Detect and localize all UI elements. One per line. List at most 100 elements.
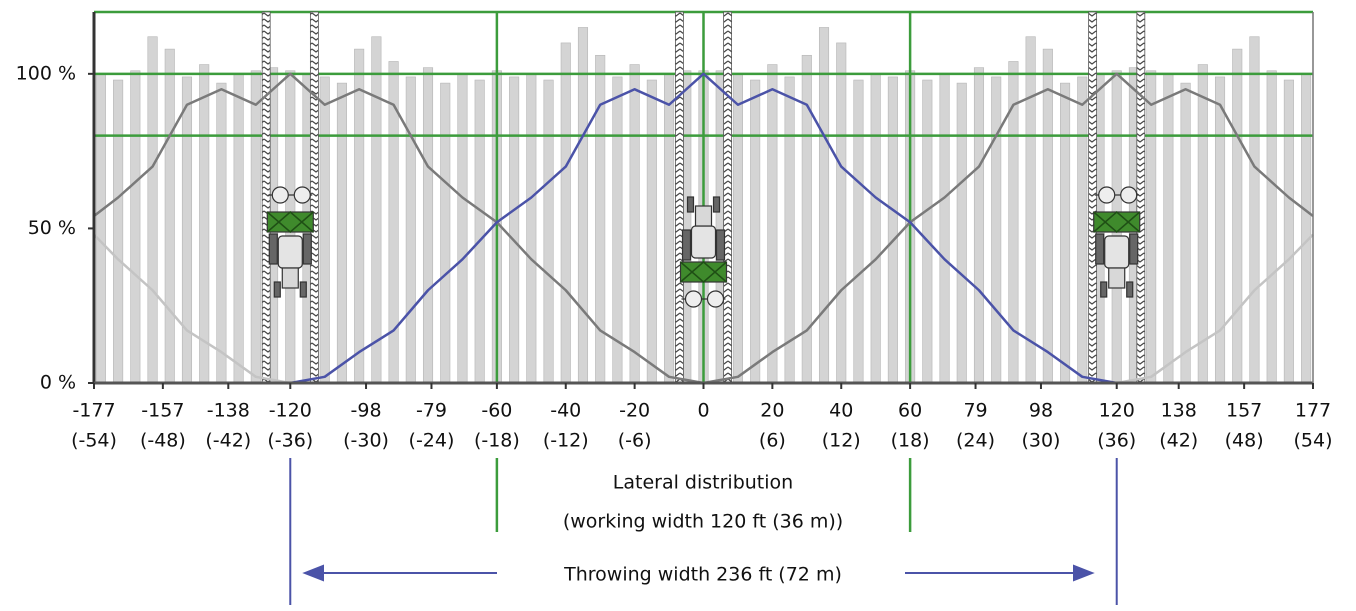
x-tick-label: 98	[1029, 400, 1053, 422]
bar	[95, 73, 106, 384]
bar	[629, 64, 640, 384]
x-tick-label: 79	[963, 400, 987, 422]
wheel	[273, 281, 281, 298]
bar	[440, 82, 451, 384]
x-tick-sublabel: (-30)	[343, 430, 389, 452]
x-tick-label: -138	[207, 400, 250, 422]
bar	[336, 82, 347, 384]
bar	[543, 79, 554, 384]
wheel	[715, 229, 726, 261]
spreader	[679, 261, 728, 283]
x-tick-label: -98	[351, 400, 382, 422]
spreader	[266, 211, 314, 233]
x-tick-label: -40	[550, 400, 581, 422]
bar	[422, 67, 434, 384]
bar	[457, 73, 468, 384]
x-tick-sublabel: (-24)	[409, 430, 455, 452]
x-tick-sublabel: (-54)	[71, 430, 117, 452]
tramline	[1136, 11, 1146, 384]
bar	[1060, 82, 1071, 384]
bar	[870, 73, 881, 384]
bar	[1301, 73, 1312, 384]
bar	[1214, 76, 1226, 384]
x-tick-sublabel: (-18)	[474, 430, 520, 452]
x-tick-label: -20	[619, 400, 650, 422]
bar	[1283, 79, 1294, 384]
cab	[277, 235, 303, 269]
series-line	[703, 72, 1314, 385]
x-tick-label: 177	[1295, 400, 1331, 422]
arrow-left	[302, 564, 497, 582]
series-line	[1116, 233, 1314, 385]
x-tick-label: 60	[898, 400, 922, 422]
spreader-detail	[680, 261, 727, 283]
x-tick-label: -177	[72, 400, 115, 422]
x-tick-label: -157	[141, 400, 184, 422]
bar	[216, 82, 227, 384]
tractor-icon	[679, 196, 728, 308]
bar	[1232, 48, 1243, 384]
bar	[646, 79, 657, 384]
hood	[1108, 267, 1126, 289]
bar	[1042, 48, 1053, 384]
series-line	[93, 72, 704, 385]
wheel	[1126, 281, 1134, 298]
bar	[233, 73, 244, 384]
bar	[732, 73, 743, 384]
spreader	[1093, 211, 1141, 233]
bar	[973, 67, 985, 384]
bar	[1180, 82, 1191, 384]
x-tick-label: 120	[1099, 400, 1135, 422]
bar	[130, 70, 141, 384]
annotation: Throwing width 236 ft (72 m)	[563, 564, 842, 586]
bar	[818, 27, 830, 384]
bar	[922, 79, 933, 384]
bar	[1266, 70, 1277, 384]
x-tick-sublabel: (-48)	[140, 430, 186, 452]
x-tick-sublabel: (-12)	[543, 430, 589, 452]
bar	[526, 73, 537, 384]
spinner	[706, 290, 725, 308]
x-tick-label: 138	[1161, 400, 1197, 422]
x-tick-sublabel: (-6)	[618, 430, 652, 452]
bar	[164, 48, 175, 384]
tramline	[723, 11, 733, 384]
bar	[887, 76, 898, 384]
wheel	[302, 233, 312, 265]
series-line	[93, 233, 291, 385]
bar	[560, 42, 571, 384]
spinner	[684, 290, 703, 308]
x-tick-label: 20	[760, 400, 784, 422]
y-tick-label: 0 %	[40, 372, 76, 394]
bar	[939, 73, 950, 384]
bar	[371, 36, 382, 384]
bar	[319, 76, 330, 384]
bar	[1249, 36, 1260, 384]
x-tick-sublabel: (30)	[1021, 430, 1060, 452]
spinner	[293, 186, 311, 204]
wheel	[1100, 281, 1108, 298]
x-tick-sublabel: (18)	[891, 430, 930, 452]
bar	[1146, 70, 1157, 384]
x-tick-label: -120	[269, 400, 312, 422]
bar	[1077, 76, 1088, 384]
wheel	[1095, 233, 1105, 265]
bar	[405, 76, 416, 384]
bar	[853, 79, 864, 384]
bar	[1197, 64, 1208, 384]
spinner	[271, 186, 289, 204]
bar	[1163, 73, 1174, 384]
tractor-icon	[1093, 186, 1141, 298]
bar	[664, 73, 675, 384]
hood	[281, 267, 299, 289]
bar	[784, 76, 795, 384]
wheel	[681, 229, 692, 261]
cab	[690, 225, 717, 259]
bar	[113, 79, 124, 384]
bar	[836, 42, 847, 384]
bar	[612, 76, 623, 384]
bar	[956, 82, 967, 384]
bar	[250, 70, 261, 384]
x-tick-label: 0	[697, 400, 709, 422]
